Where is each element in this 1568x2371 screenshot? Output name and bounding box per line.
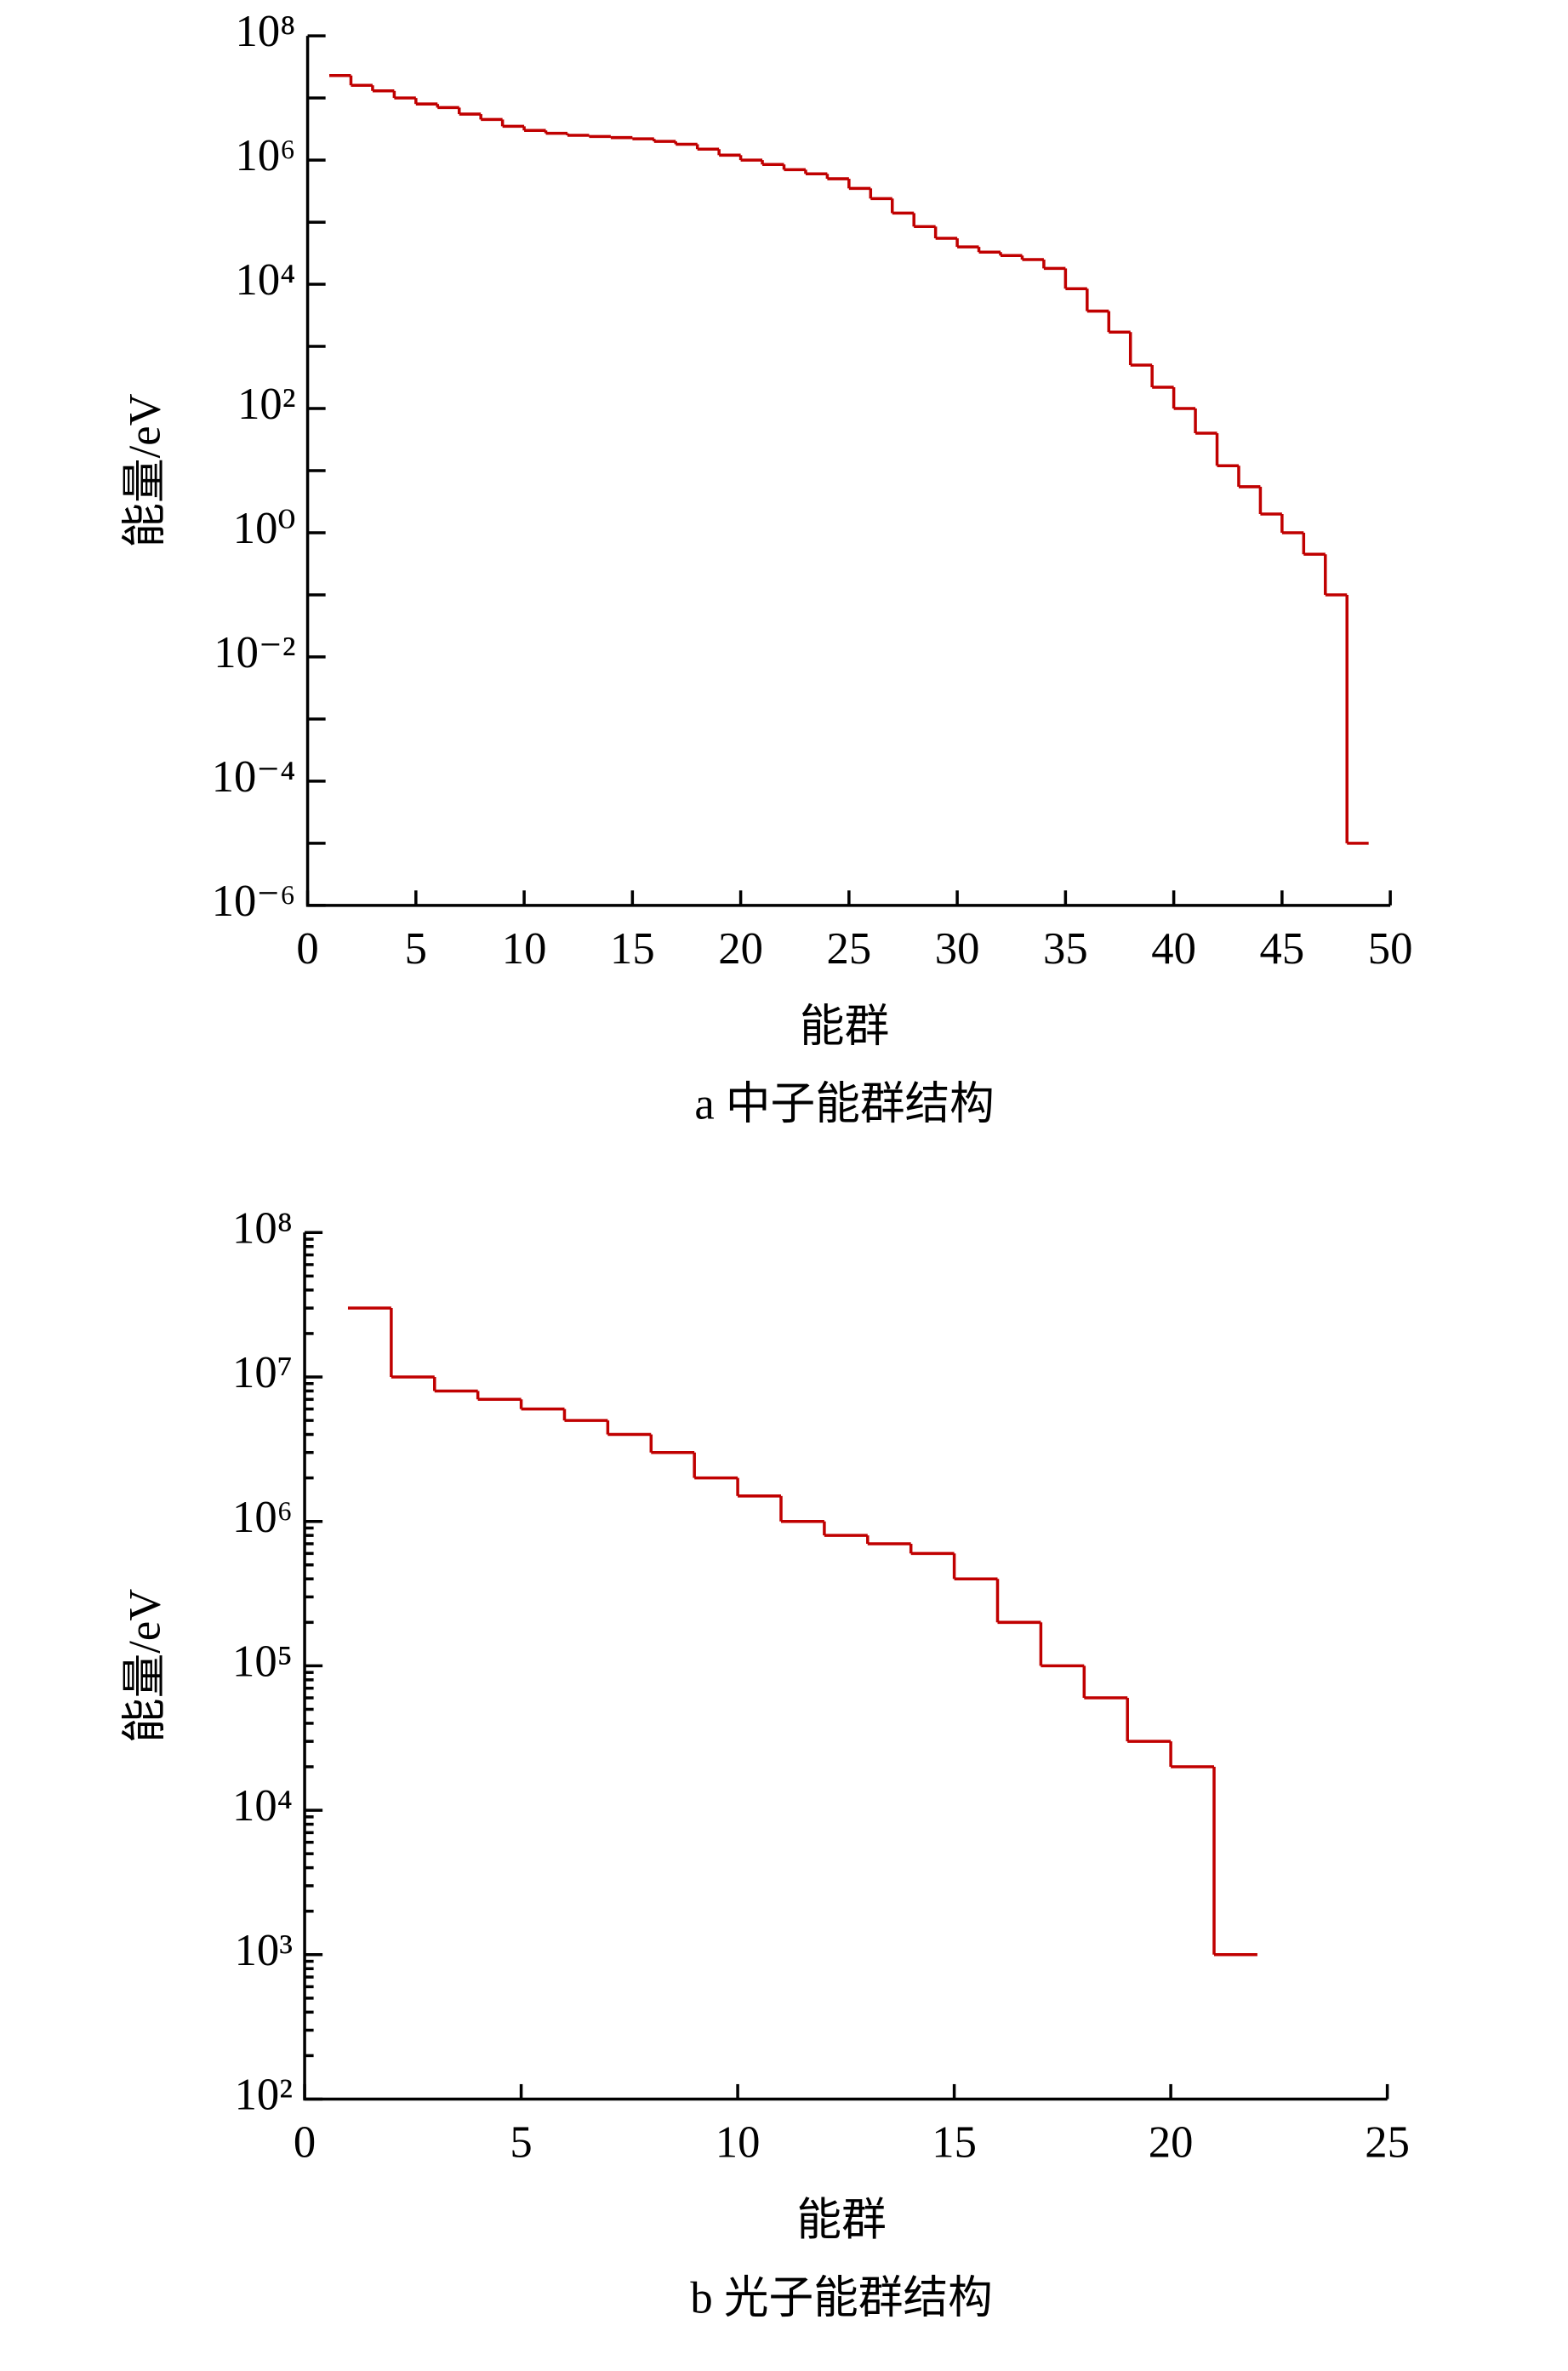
y-tick-label: 10³ xyxy=(235,1926,293,1975)
y-tick-label: 10² xyxy=(237,380,295,429)
x-tick-label: 5 xyxy=(510,2118,532,2168)
axis-line xyxy=(303,1232,1388,2101)
x-tick-label: 45 xyxy=(1260,924,1305,974)
x-tick-label: 50 xyxy=(1368,924,1413,974)
x-tick-label: 35 xyxy=(1043,924,1088,974)
y-tick-label: 10⁻⁶ xyxy=(212,877,296,926)
x-tick-label: 0 xyxy=(294,2118,316,2168)
axis-line xyxy=(305,36,1391,907)
y-tick-label: 10⁴ xyxy=(236,255,296,305)
x-tick-label: 20 xyxy=(1149,2118,1194,2168)
x-tick-label: 5 xyxy=(405,924,427,974)
y-tick-label: 10⁶ xyxy=(236,131,296,180)
x-tick-label: 40 xyxy=(1151,924,1196,974)
y-tick-label: 10⁻² xyxy=(214,628,295,677)
x-tick-label: 10 xyxy=(716,2118,761,2168)
y-tick-label: 10⁸ xyxy=(232,1203,293,1253)
x-tick-label: 25 xyxy=(1365,2118,1410,2168)
caption: b 光子能群结构 xyxy=(690,2273,992,2322)
y-tick-label: 10⁵ xyxy=(232,1637,293,1686)
y-tick-label: 10⁰ xyxy=(233,504,296,553)
y-tick-label: 10² xyxy=(235,2071,293,2120)
x-axis-label: 能群 xyxy=(796,2196,886,2245)
x-tick-label: 15 xyxy=(932,2118,977,2168)
x-tick-label: 0 xyxy=(296,924,318,974)
x-tick-label: 30 xyxy=(935,924,980,974)
x-tick-label: 15 xyxy=(610,924,655,974)
x-tick-label: 25 xyxy=(827,924,872,974)
y-tick-label: 10⁸ xyxy=(236,7,296,56)
y-tick-label: 10⁴ xyxy=(232,1781,293,1831)
y-axis-label: 能量/eV xyxy=(121,1589,170,1743)
y-axis-label: 能量/eV xyxy=(121,393,170,547)
caption: a 中子能群结构 xyxy=(694,1080,994,1129)
y-tick-label: 10⁻⁴ xyxy=(212,752,296,802)
x-tick-label: 20 xyxy=(718,924,763,974)
x-axis-label: 能群 xyxy=(800,1002,889,1051)
y-tick-label: 10⁷ xyxy=(232,1348,293,1397)
y-tick-label: 10⁶ xyxy=(232,1493,293,1542)
x-tick-label: 10 xyxy=(502,924,547,974)
